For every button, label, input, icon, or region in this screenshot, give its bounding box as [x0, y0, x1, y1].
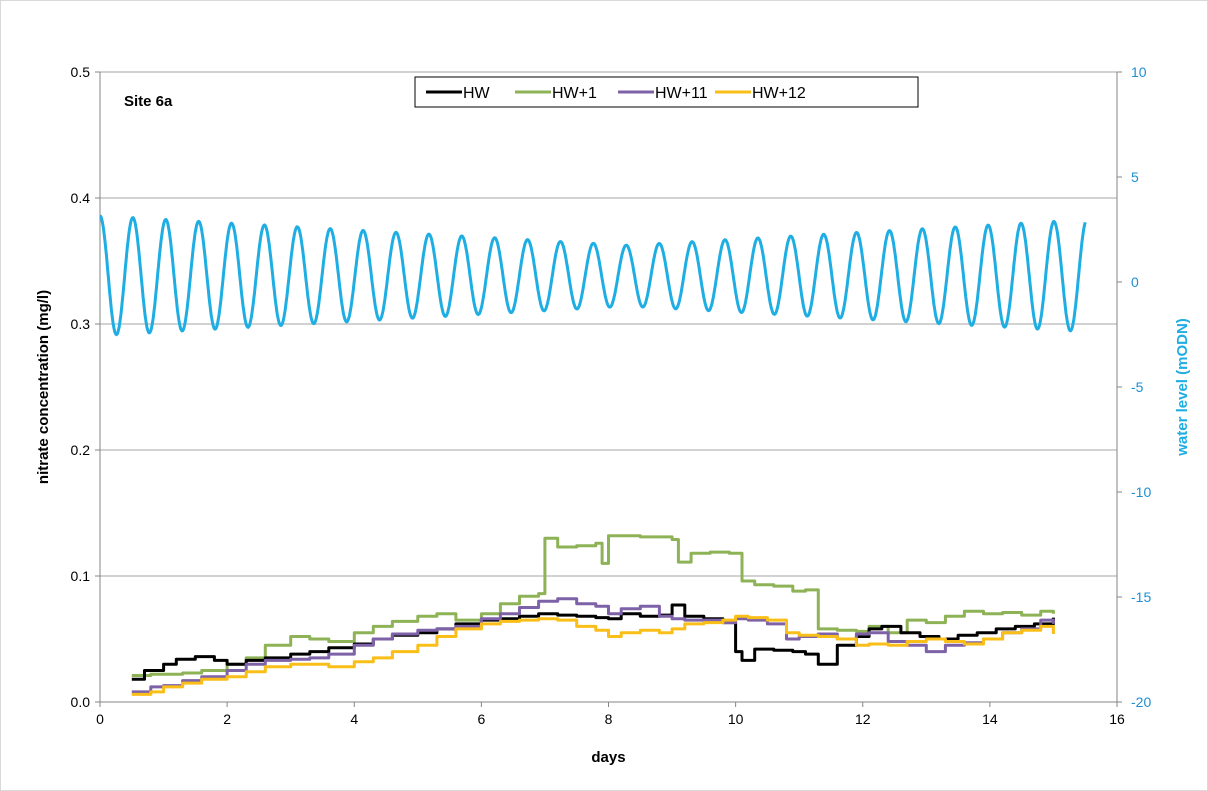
series-line-hwplus1 — [131, 534, 1055, 677]
y-axis-title: nitrate concentration (mg/l) — [35, 290, 52, 484]
y2-tick-label: 10 — [1131, 64, 1147, 80]
y2-axis-title: water level (mODN) — [1174, 318, 1191, 457]
x-tick-label: 8 — [605, 711, 613, 727]
x-tick-label: 0 — [96, 711, 104, 727]
y2-tick-label: 0 — [1131, 274, 1139, 290]
y2-tick-label: -20 — [1131, 694, 1151, 710]
legend-label: HW+12 — [752, 85, 806, 102]
series-line-hwplus12 — [131, 614, 1055, 696]
legend-label: HW+11 — [655, 85, 708, 102]
x-axis-title: days — [591, 749, 625, 766]
y-tick-label: 0.2 — [71, 442, 91, 458]
x-tick-label: 4 — [350, 711, 358, 727]
legend-box — [414, 76, 919, 108]
x-tick-label: 10 — [728, 711, 744, 727]
y-tick-label: 0.1 — [71, 568, 91, 584]
x-tick-label: 12 — [855, 711, 871, 727]
x-tick-label: 16 — [1109, 711, 1125, 727]
x-tick-label: 14 — [982, 711, 998, 727]
site-label: Site 6a — [124, 93, 173, 110]
series-line-water-level — [99, 214, 1087, 337]
x-tick-label: 6 — [477, 711, 485, 727]
y-tick-label: 0.5 — [71, 64, 91, 80]
x-tick-label: 2 — [223, 711, 231, 727]
y-tick-label: 0.0 — [71, 694, 91, 710]
y-tick-label: 0.3 — [71, 316, 91, 332]
y-tick-label: 0.4 — [71, 190, 91, 206]
y2-tick-label: 5 — [1131, 169, 1139, 185]
legend-label: HW+1 — [552, 85, 597, 102]
legend-label: HW — [463, 85, 491, 102]
y2-tick-label: -15 — [1131, 589, 1151, 605]
y2-tick-label: -10 — [1131, 484, 1151, 500]
y2-tick-label: -5 — [1131, 379, 1144, 395]
